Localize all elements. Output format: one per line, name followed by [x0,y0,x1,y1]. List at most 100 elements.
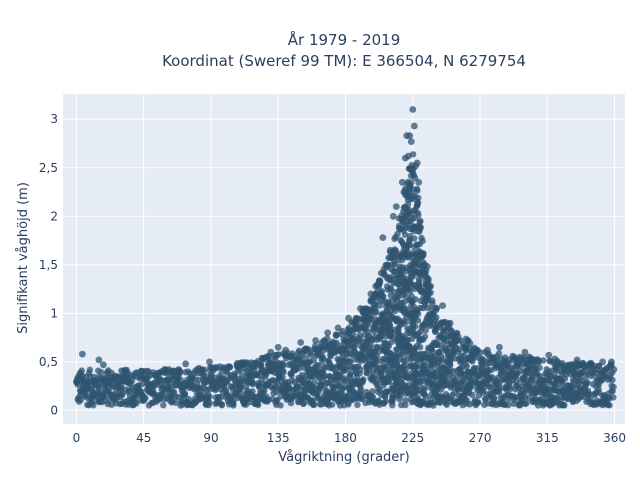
data-point [475,399,482,406]
x-tick-label: 45 [136,431,151,445]
data-point [419,237,426,245]
data-point [201,366,208,373]
data-point [484,346,491,354]
x-tick-label: 135 [267,431,290,445]
data-point [584,379,591,386]
data-point [218,402,225,409]
data-point [610,366,618,373]
x-tick-label: 270 [469,431,492,445]
data-point [416,344,424,351]
data-point [403,318,410,325]
data-point [410,122,418,130]
data-point [90,402,97,409]
data-point [160,402,167,409]
data-point [182,360,190,368]
data-point [382,397,390,405]
data-point [74,381,82,388]
y-tick-label: 1,5 [39,258,58,272]
data-point [282,346,290,354]
data-point [249,388,256,395]
data-point [427,289,434,296]
data-point [398,178,406,186]
data-point [376,302,383,309]
data-point [608,358,615,366]
data-point [376,387,384,394]
data-point [406,132,414,140]
data-point [404,152,412,160]
data-point [206,393,213,400]
data-point [606,402,613,409]
x-tick-label: 90 [203,431,218,445]
data-point [95,356,103,364]
data-point [610,383,617,391]
data-point [407,288,414,295]
data-point [333,331,340,338]
data-point [416,280,423,287]
data-point [329,401,336,408]
x-tick-label: 180 [334,431,357,445]
data-point [402,397,409,404]
data-point [347,370,354,377]
data-point [79,350,86,358]
y-tick-label: 0,5 [39,355,58,369]
data-point [443,401,450,408]
data-point [280,369,287,376]
data-point [509,352,517,360]
data-point [315,362,323,369]
data-point [477,349,484,356]
data-point [414,317,422,324]
data-point [525,353,533,361]
data-point [257,362,265,369]
data-point [274,343,282,351]
data-point [416,217,424,225]
chart-subtitle: Koordinat (Sweref 99 TM): E 366504, N 62… [162,52,526,70]
data-point [386,246,394,254]
data-point [447,361,454,369]
data-point [545,351,553,359]
data-point [229,399,237,406]
data-point [496,384,503,392]
data-point [98,369,105,376]
data-point [422,327,429,334]
data-point [360,376,367,383]
data-point [300,400,307,407]
y-tick-label: 1 [50,306,58,320]
x-tick-label: 0 [73,431,81,445]
data-point [415,194,422,202]
data-point [531,394,538,401]
data-point [334,324,342,332]
data-point [415,178,423,186]
data-point [345,314,352,322]
data-point [412,296,419,303]
data-point [422,280,430,288]
data-point [401,231,409,238]
data-point [469,391,476,398]
data-point [379,234,387,242]
data-point [337,372,344,379]
data-point [249,381,256,388]
data-point [516,368,523,375]
data-point [433,314,440,321]
data-point [354,401,361,408]
data-point [395,222,403,230]
y-axis-title: Signifikant våghöjd (m) [16,182,31,334]
data-point [128,378,136,385]
data-point [507,385,514,393]
data-point [267,348,275,356]
data-point [312,337,319,344]
data-point [424,263,431,270]
data-point [428,300,436,307]
data-point [386,322,394,329]
data-point [585,390,593,397]
data-point [205,401,212,409]
data-point [383,261,391,269]
data-point [411,235,418,242]
data-point [138,381,146,388]
data-point [414,310,422,317]
data-point [176,368,184,376]
data-point [521,348,529,356]
data-point [496,343,503,351]
data-point [118,383,125,390]
data-point [86,366,94,373]
